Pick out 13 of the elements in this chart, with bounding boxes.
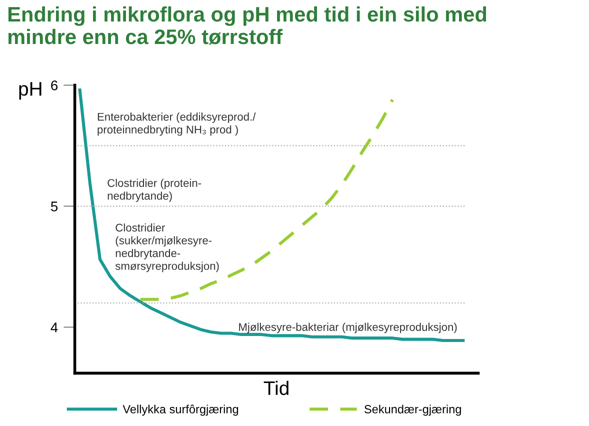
annotation: Clostridier (sukker/mjølkesyre- nedbrytande- smørsyreproduksjon) — [115, 223, 219, 272]
legend-label: Sekundær-gjæring — [364, 404, 461, 416]
annotation: Clostridier (protein- nedbrytande) — [108, 178, 202, 202]
annotation: Enterobakterier (eddiksyreprod./ proteinnedbryting NH₃ prod ) — [98, 112, 256, 136]
legend-label: Vellykka surfôrgjæring — [122, 404, 238, 416]
chart-title: Endring i mikroflora og pH med tid i ein silo med mindre enn ca 25% tørrstoff — [8, 6, 486, 45]
line-series — [78, 88, 465, 342]
x-axis-title: Tid — [264, 380, 288, 396]
y-axis-title: pH — [19, 82, 42, 100]
y-tick-label: 5 — [50, 202, 58, 212]
y-tick-label: 6 — [51, 80, 58, 90]
y-tick-label: 4 — [50, 322, 58, 332]
annotation: Mjølkesyre-bakteriar (mjølkesyreproduksjon) — [239, 322, 457, 334]
